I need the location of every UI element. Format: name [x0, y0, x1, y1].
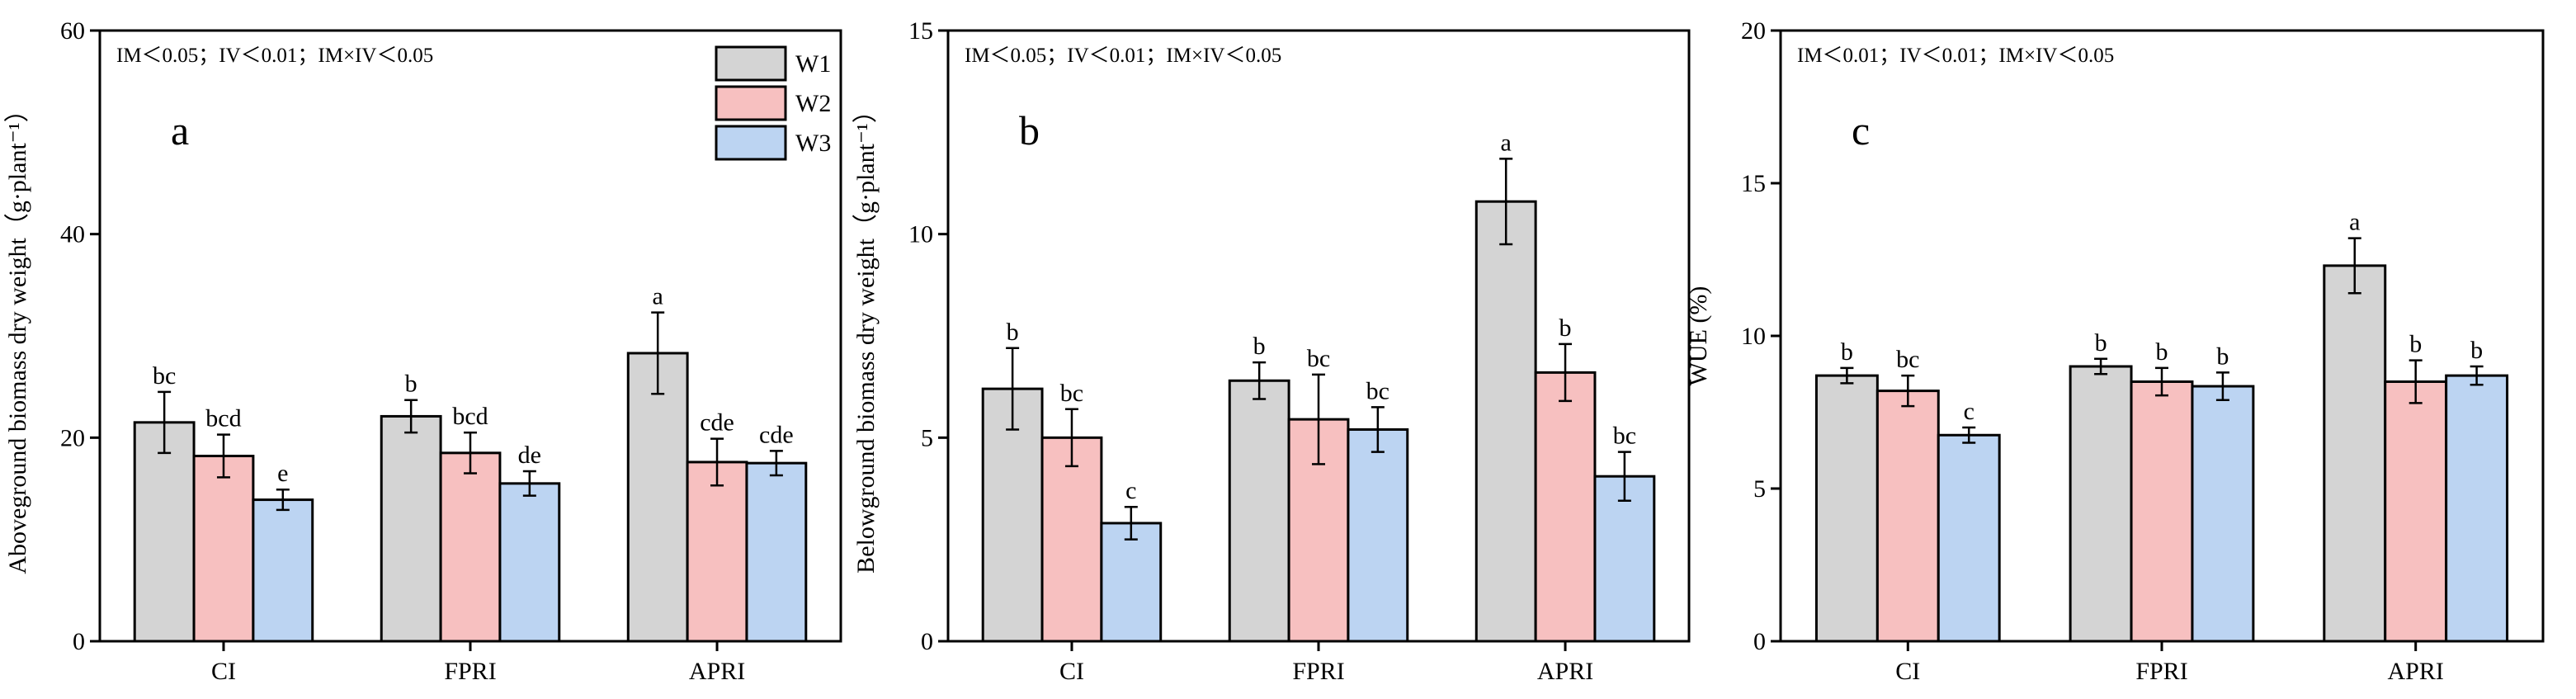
bar-w3-ci — [1100, 522, 1163, 643]
bar-w2-apri — [2384, 380, 2448, 643]
x-tick-label: APRI — [1537, 658, 1593, 685]
bar-w1-ci — [133, 421, 196, 643]
significance-letter: b — [405, 371, 418, 398]
y-tick-label: 60 — [60, 17, 85, 45]
legend-label-w3: W3 — [795, 130, 831, 157]
y-tick-label: 10 — [1741, 323, 1766, 350]
bar-w2-apri — [1534, 371, 1597, 643]
y-tick-label: 0 — [73, 628, 85, 655]
legend-swatch-w3 — [715, 125, 787, 161]
x-tick-label: FPRI — [444, 658, 496, 685]
bar-w1-fpri — [380, 414, 442, 643]
y-tick-label: 15 — [1741, 170, 1766, 197]
x-tick-label: CI — [1895, 658, 1920, 685]
significance-letter: b — [2095, 329, 2107, 357]
bar-w2-ci — [1875, 390, 1940, 643]
y-tick-label: 10 — [908, 221, 933, 248]
x-tick-label: APRI — [2388, 658, 2444, 685]
y-axis-title: WUE (%) — [1685, 286, 1712, 386]
significance-letter: bcd — [452, 403, 488, 430]
significance-letter: a — [1501, 129, 1512, 156]
significance-letter: b — [2156, 338, 2168, 366]
stats-annotation: IM＜0.05；IV＜0.01；IM×IV＜0.05 — [116, 45, 433, 67]
y-tick-label: 0 — [1753, 628, 1766, 655]
significance-letter: bc — [1366, 377, 1389, 404]
legend-swatch-w1 — [715, 45, 787, 82]
significance-letter: bc — [1896, 346, 1919, 373]
bar-w3-fpri — [498, 482, 561, 643]
bar-w3-apri — [745, 461, 808, 643]
significance-letter: b — [2470, 337, 2483, 364]
bar-w1-apri — [626, 352, 689, 643]
significance-letter: e — [277, 460, 288, 487]
significance-letter: b — [1253, 333, 1266, 360]
significance-letter: bc — [153, 362, 176, 390]
panel-letter: b — [1019, 107, 1040, 153]
x-tick-label: CI — [211, 658, 236, 685]
bar-w1-fpri — [2069, 365, 2133, 643]
bar-w1-fpri — [1228, 379, 1290, 643]
significance-letter: bc — [1613, 423, 1636, 450]
bar-w3-fpri — [2191, 385, 2255, 643]
significance-letter: a — [2349, 209, 2360, 236]
bar-w2-fpri — [439, 451, 502, 643]
bar-w3-apri — [2445, 374, 2509, 643]
stats-annotation: IM＜0.05；IV＜0.01；IM×IV＜0.05 — [965, 45, 1281, 67]
significance-letter: cde — [700, 409, 734, 437]
bar-w2-fpri — [2130, 380, 2194, 643]
y-tick-label: 5 — [921, 424, 933, 451]
x-tick-label: FPRI — [1292, 658, 1344, 685]
bar-w3-fpri — [1347, 427, 1409, 643]
stats-annotation: IM＜0.01；IV＜0.01；IM×IV＜0.05 — [1797, 45, 2114, 67]
significance-letter: c — [1964, 398, 1974, 425]
significance-letter: a — [653, 283, 663, 310]
panel-letter: a — [171, 107, 189, 153]
bar-w1-apri — [2323, 264, 2387, 643]
panel-letter: c — [1852, 107, 1870, 153]
y-tick-label: 0 — [921, 628, 933, 655]
bar-w2-apri — [686, 460, 748, 643]
legend-label-w2: W2 — [795, 90, 831, 117]
bar-w3-ci — [1937, 433, 2001, 643]
significance-letter: c — [1125, 477, 1136, 504]
panel-a: bc b a bcd bcd cde e de cde 0 20 40 60 CI FPRI APRI Abov… — [4, 17, 842, 685]
legend-label-w1: W1 — [795, 50, 831, 78]
significance-letter: b — [2409, 331, 2422, 358]
significance-letter: bc — [1307, 345, 1330, 372]
y-tick-label: 15 — [908, 17, 933, 45]
significance-letter: b — [2216, 342, 2229, 370]
legend-swatch-w2 — [715, 85, 787, 121]
bar-w3-ci — [252, 498, 314, 643]
significance-letter: de — [518, 442, 541, 469]
x-tick-label: CI — [1059, 658, 1084, 685]
x-tick-label: APRI — [689, 658, 745, 685]
bar-w1-ci — [1814, 374, 1879, 643]
bar-w3-apri — [1593, 475, 1656, 643]
y-tick-label: 20 — [60, 424, 85, 451]
bar-w2-ci — [192, 455, 255, 643]
y-tick-label: 20 — [1741, 17, 1766, 45]
bar-w2-ci — [1040, 436, 1103, 643]
significance-letter: bc — [1060, 380, 1083, 407]
bar-w1-apri — [1474, 200, 1537, 643]
y-axis-title: Belowground biomass dry weight（g·plant⁻¹… — [852, 98, 880, 574]
significance-letter: b — [1841, 338, 1853, 366]
significance-letter: bcd — [205, 405, 241, 432]
significance-letter: b — [1559, 314, 1572, 342]
significance-letter: b — [1007, 319, 1019, 346]
y-axis-title: Aboveground biomass dry weight（g·plant⁻¹… — [4, 97, 31, 574]
y-tick-label: 40 — [60, 221, 85, 248]
y-tick-label: 5 — [1753, 475, 1766, 503]
significance-letter: cde — [759, 421, 794, 448]
x-tick-label: FPRI — [2135, 658, 2187, 685]
